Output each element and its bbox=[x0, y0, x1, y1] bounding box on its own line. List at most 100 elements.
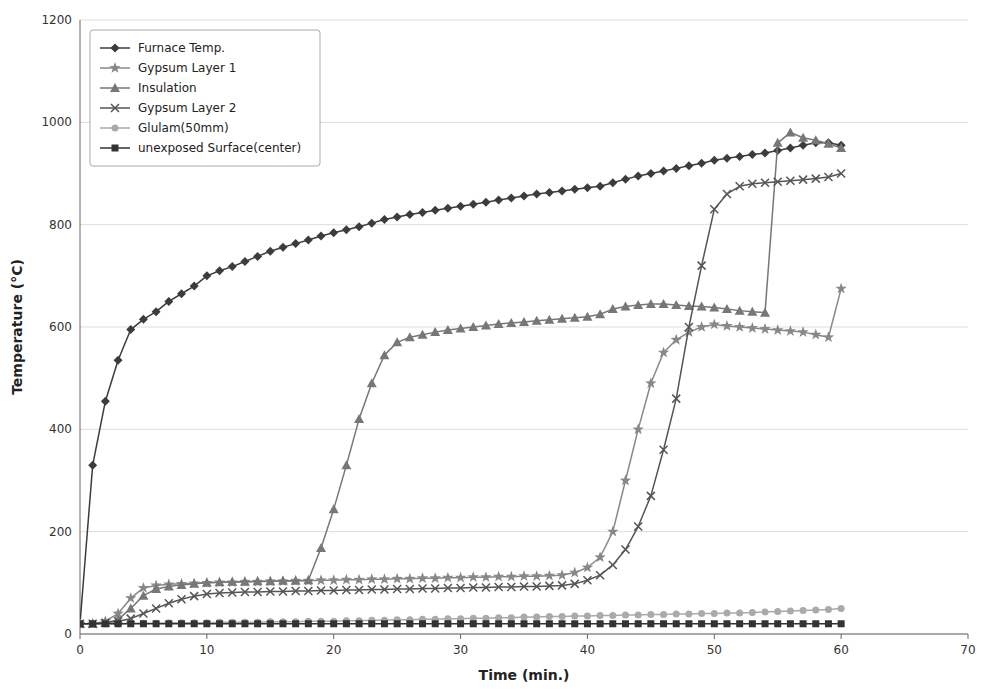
data-point bbox=[595, 309, 605, 318]
data-point bbox=[584, 620, 591, 627]
legend-marker bbox=[112, 145, 119, 152]
tick-label: 800 bbox=[49, 218, 72, 232]
data-point bbox=[583, 576, 591, 584]
data-point bbox=[468, 571, 479, 582]
legend-marker bbox=[111, 44, 120, 53]
data-point bbox=[432, 620, 439, 627]
data-point bbox=[89, 620, 97, 628]
data-point bbox=[278, 576, 288, 585]
data-point bbox=[342, 225, 351, 234]
data-point bbox=[241, 620, 248, 627]
tick-label: 10 bbox=[199, 643, 214, 657]
series-line bbox=[80, 174, 841, 624]
data-point bbox=[635, 612, 642, 619]
data-point bbox=[405, 332, 415, 341]
tick-label: 70 bbox=[960, 643, 975, 657]
data-point bbox=[608, 304, 618, 313]
data-point bbox=[80, 620, 84, 627]
data-point bbox=[254, 588, 262, 596]
data-point bbox=[241, 588, 249, 596]
data-point bbox=[518, 570, 529, 581]
data-point bbox=[418, 330, 428, 339]
data-point bbox=[88, 461, 97, 470]
data-point bbox=[747, 307, 757, 316]
data-point bbox=[227, 577, 237, 586]
data-point bbox=[671, 300, 681, 309]
x-axis-label: Time (min.) bbox=[479, 667, 570, 683]
data-point bbox=[571, 580, 579, 588]
data-point bbox=[810, 329, 821, 340]
data-point bbox=[835, 283, 846, 294]
data-point bbox=[102, 620, 109, 627]
data-point bbox=[800, 620, 807, 627]
data-point bbox=[393, 212, 402, 221]
data-point bbox=[343, 620, 350, 627]
data-point bbox=[165, 599, 173, 607]
data-point bbox=[557, 314, 567, 323]
data-point bbox=[215, 266, 224, 275]
data-point bbox=[594, 551, 605, 562]
data-point bbox=[229, 620, 236, 627]
tick-label: 0 bbox=[64, 627, 72, 641]
data-point bbox=[228, 589, 236, 597]
data-point bbox=[153, 620, 160, 627]
data-point bbox=[787, 620, 794, 627]
legend-marker bbox=[112, 125, 119, 132]
data-point bbox=[597, 612, 604, 619]
data-point bbox=[622, 620, 629, 627]
legend-label: Furnace Temp. bbox=[138, 41, 225, 55]
data-point bbox=[189, 579, 199, 588]
data-point bbox=[366, 573, 377, 584]
grid-line bbox=[80, 634, 968, 635]
data-point bbox=[634, 172, 643, 181]
data-point bbox=[190, 282, 199, 291]
data-point bbox=[178, 620, 185, 627]
data-point bbox=[823, 139, 833, 148]
data-point bbox=[367, 378, 377, 387]
tick-mark bbox=[460, 634, 461, 639]
y-axis-label: Temperature (°C) bbox=[9, 259, 25, 395]
data-point bbox=[176, 578, 187, 589]
data-point bbox=[671, 334, 682, 345]
data-point bbox=[722, 304, 732, 313]
data-point bbox=[456, 324, 466, 333]
data-point bbox=[508, 620, 515, 627]
data-point bbox=[177, 289, 186, 298]
data-point bbox=[481, 198, 490, 207]
data-point bbox=[759, 323, 770, 334]
data-point bbox=[468, 322, 478, 331]
data-point bbox=[786, 177, 794, 185]
data-point bbox=[774, 608, 781, 615]
data-point bbox=[825, 606, 832, 613]
tick-mark bbox=[333, 634, 334, 639]
data-point bbox=[709, 303, 719, 312]
data-point bbox=[292, 587, 300, 595]
data-point bbox=[723, 620, 730, 627]
data-point bbox=[823, 331, 834, 342]
data-point bbox=[188, 577, 199, 588]
data-point bbox=[799, 141, 808, 150]
data-point bbox=[546, 620, 553, 627]
data-point bbox=[494, 196, 503, 205]
data-point bbox=[660, 611, 667, 618]
data-point bbox=[797, 326, 808, 337]
tick-mark bbox=[841, 634, 842, 639]
data-point bbox=[633, 300, 643, 309]
data-point bbox=[406, 585, 414, 593]
data-point bbox=[138, 591, 148, 600]
data-point bbox=[659, 166, 668, 175]
data-point bbox=[672, 164, 681, 173]
data-point bbox=[673, 620, 680, 627]
data-point bbox=[354, 414, 364, 423]
data-point bbox=[520, 582, 528, 590]
data-point bbox=[457, 584, 465, 592]
data-point bbox=[265, 576, 275, 585]
data-point bbox=[685, 620, 692, 627]
data-point bbox=[761, 149, 770, 158]
data-point bbox=[89, 620, 96, 627]
data-point bbox=[748, 180, 756, 188]
data-point bbox=[443, 204, 452, 213]
data-point bbox=[139, 610, 147, 618]
data-point bbox=[444, 620, 451, 627]
legend-marker bbox=[109, 62, 120, 73]
